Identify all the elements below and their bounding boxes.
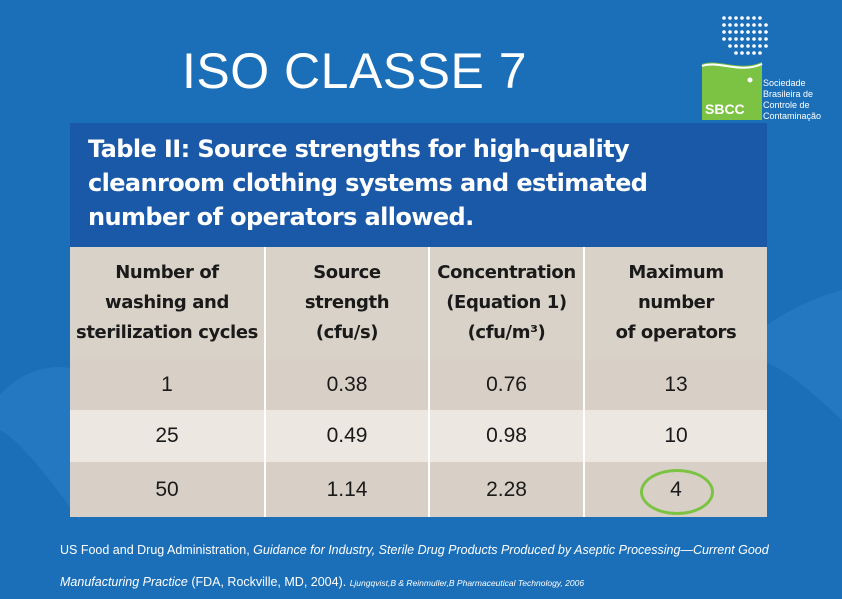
table-cell: 0.98 (428, 410, 583, 462)
citation-publisher: (FDA, Rockville, MD, 2004). (187, 575, 350, 589)
column-header-concentration: Concentration (Equation 1) (cfu/m³) (428, 247, 583, 359)
sbcc-logo: SBCC Sociedade Brasileira de Controle de… (690, 14, 840, 126)
table-cell: 10 (583, 410, 767, 462)
citation-text: US Food and Drug Administration, (60, 543, 254, 557)
table-cell: 13 (583, 359, 767, 410)
column-header-max-operators: Maximum number of operators (583, 247, 767, 359)
table-cell: 2.28 (428, 462, 583, 517)
table-cell: 1.14 (264, 462, 428, 517)
table-cell: 0.38 (264, 359, 428, 410)
source-strength-table: Table II: Source strengths for high-qual… (70, 123, 767, 517)
table-cell: 50 (70, 462, 264, 517)
sbcc-mark-icon (701, 62, 763, 120)
column-header-washing-cycles: Number of washing and sterilization cycl… (70, 247, 264, 359)
citation-reference: Ljungqvist,B & Reinmuller,B Pharmaceutic… (349, 578, 585, 588)
source-citation: US Food and Drug Administration, Guidanc… (60, 534, 820, 599)
table-cell: 0.49 (264, 410, 428, 462)
table-grid: Number of washing and sterilization cycl… (70, 247, 767, 517)
table-cell: 0.76 (428, 359, 583, 410)
dot-grid-icon (722, 16, 768, 55)
table-cell: 25 (70, 410, 264, 462)
table-cell: 1 (70, 359, 264, 410)
table-caption: Table II: Source strengths for high-qual… (88, 135, 648, 231)
logo-abbreviation: SBCC (705, 101, 745, 117)
logo-org-name: Sociedade Brasileira de Controle de Cont… (763, 78, 822, 121)
citation-title: Guidance for Industry, Sterile Drug Prod… (60, 543, 769, 589)
highlight-circle (640, 469, 714, 515)
column-header-source-strength: Source strength (cfu/s) (264, 247, 428, 359)
slide-title: ISO CLASSE 7 (182, 43, 528, 99)
